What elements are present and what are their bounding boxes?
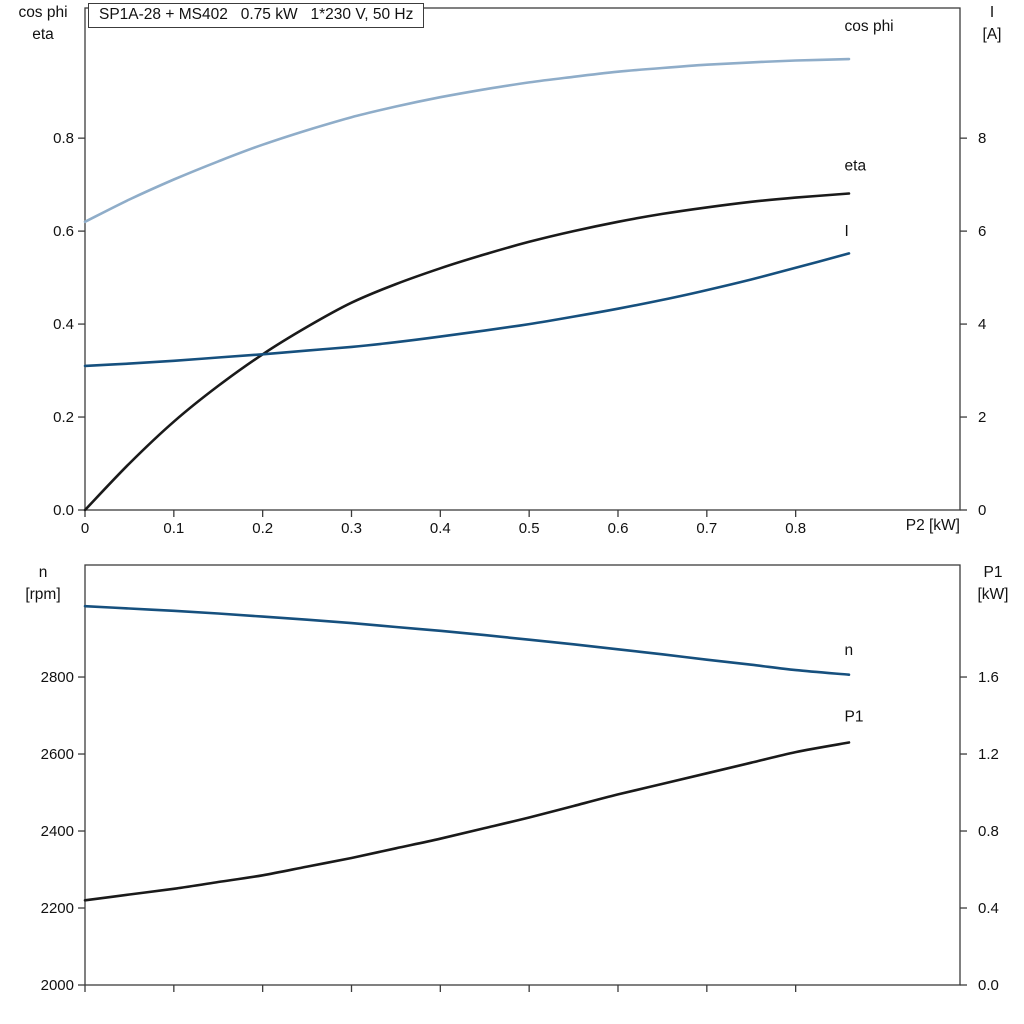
top-x-tick-label: 0.1	[163, 520, 184, 537]
bottom-left-axis-title: n [rpm]	[4, 562, 82, 606]
bottom-right-tick-label: 0.0	[978, 977, 999, 994]
top-right-tick-label: 8	[978, 130, 986, 147]
top-right-axis-title-line2: [A]	[982, 26, 1002, 43]
bottom-left-tick-label: 2800	[41, 669, 74, 686]
top-x-tick-label: 0	[81, 520, 89, 537]
bottom-left-tick-label: 2000	[41, 977, 74, 994]
top-left-axis-title-line2: eta	[32, 26, 54, 43]
bottom-left-axis-title-line2: [rpm]	[25, 586, 61, 603]
top-left-tick-label: 0.4	[53, 316, 74, 333]
top-right-axis-title: I [A]	[964, 2, 1020, 46]
bottom-left-axis-title-line1: n	[38, 564, 48, 581]
bottom-left-tick-label: 2200	[41, 900, 74, 917]
series-i-label: I	[845, 223, 849, 240]
top-x-tick-label: 0.7	[696, 520, 717, 537]
series-n-curve	[83, 604, 851, 676]
top-x-tick-label: 0.6	[608, 520, 629, 537]
top-x-tick-label: 0.3	[341, 520, 362, 537]
bottom-right-tick-label: 1.2	[978, 746, 999, 763]
bottom-left-tick-label: 2600	[41, 746, 74, 763]
top-plot-frame	[84, 7, 961, 511]
top-right-tick-label: 0	[978, 502, 986, 519]
bottom-plot-frame	[84, 564, 961, 986]
top-left-axis-title-line1: cos phi	[18, 4, 68, 21]
series-cos-phi-label: cos phi	[845, 18, 894, 35]
chart-title-box: SP1A-28 + MS402 0.75 kW 1*230 V, 50 Hz	[88, 3, 425, 28]
top-right-tick-label: 6	[978, 223, 986, 240]
top-left-tick-label: 0.0	[53, 502, 74, 519]
bottom-right-tick-label: 0.4	[978, 900, 999, 917]
bottom-right-axis-title-line1: P1	[983, 564, 1003, 581]
bottom-right-tick-label: 1.6	[978, 669, 999, 686]
top-right-axis-title-line1: I	[989, 4, 995, 21]
series-eta-curve	[83, 192, 851, 512]
top-left-tick-label: 0.8	[53, 130, 74, 147]
series-n-label: n	[845, 642, 854, 659]
series-i-curve	[83, 252, 851, 368]
bottom-right-axis-title: P1 [kW]	[964, 562, 1022, 606]
top-right-tick-label: 4	[978, 316, 986, 333]
bottom-right-axis-title-line2: [kW]	[977, 586, 1009, 603]
bottom-right-tick-label: 0.8	[978, 823, 999, 840]
top-left-tick-label: 0.2	[53, 409, 74, 426]
x-axis-label: P2 [kW]	[905, 517, 960, 534]
top-x-tick-label: 0.8	[785, 520, 806, 537]
series-p1-label: P1	[845, 708, 864, 725]
bottom-left-tick-label: 2400	[41, 823, 74, 840]
top-x-tick-label: 0.4	[430, 520, 451, 537]
series-cos-phi-curve	[83, 57, 851, 224]
top-x-tick-label: 0.5	[519, 520, 540, 537]
series-eta-label: eta	[845, 158, 867, 175]
top-left-axis-title: cos phi eta	[4, 2, 82, 46]
series-p1-curve	[83, 741, 851, 902]
top-left-tick-label: 0.6	[53, 223, 74, 240]
top-x-tick-label: 0.2	[252, 520, 273, 537]
top-right-tick-label: 2	[978, 409, 986, 426]
